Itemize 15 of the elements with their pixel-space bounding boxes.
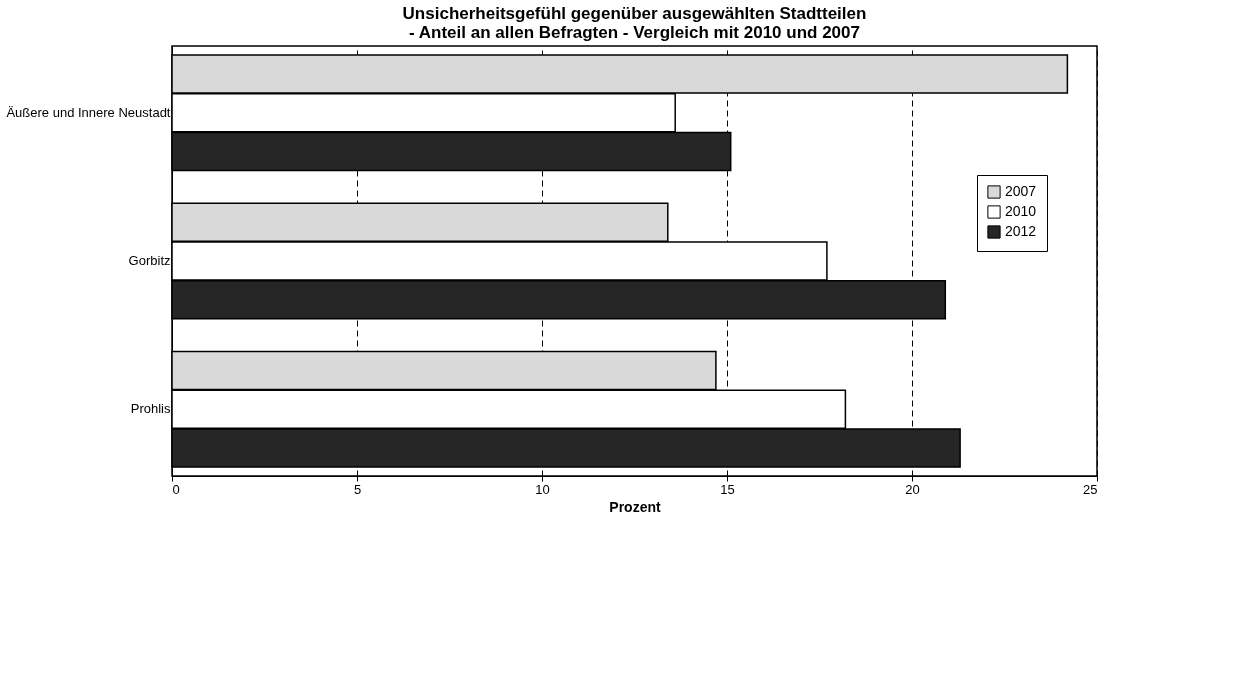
text: - Anteil an allen Befragten - Vergleich mit 2010 und 2007 [409, 23, 860, 42]
y-tick-label: Gorbitz [128, 253, 171, 268]
x-tick-label: 0 [172, 481, 180, 497]
text: Unsicherheitsgefühl gegenüber ausgewählten Stadtteilen [402, 4, 867, 23]
x-axis-title: Prozent [609, 498, 661, 515]
x-tick-label: 5 [353, 481, 362, 497]
x-tick-label: 15 [720, 481, 735, 497]
legend-label: 2012 [1005, 223, 1037, 239]
y-tick-label: Prohlis [130, 401, 171, 417]
x-tick-label: 20 [905, 481, 920, 497]
x-tick-label: 10 [535, 481, 550, 497]
y-tick-label: Äußere und Innere Neustadt [6, 104, 171, 120]
legend-label: 2007 [1005, 183, 1037, 199]
x-tick-label: 25 [1083, 481, 1098, 497]
legend-label: 2010 [1005, 203, 1037, 219]
